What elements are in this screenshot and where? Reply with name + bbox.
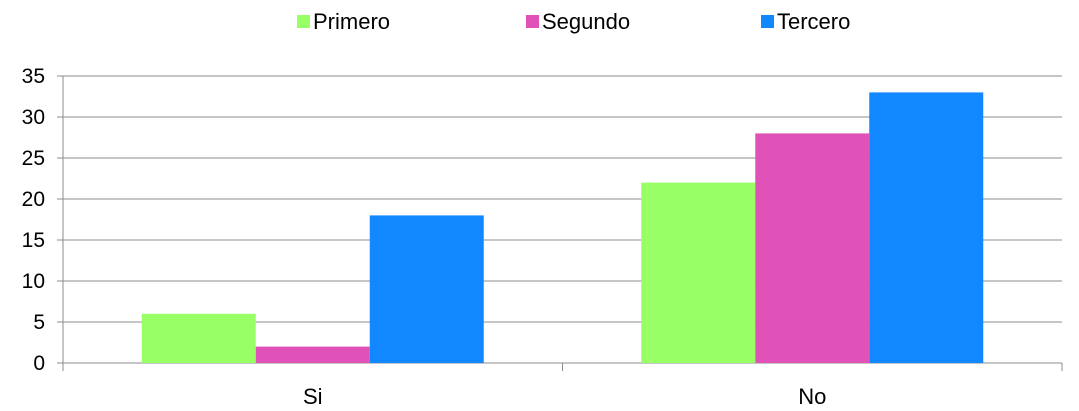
bar [641, 182, 756, 363]
legend-label: Tercero [777, 9, 850, 34]
y-axis: 0 5 10 15 20 25 30 35 [22, 65, 64, 375]
bar [255, 346, 370, 363]
y-tick-label: 0 [33, 352, 45, 375]
y-tick-label: 10 [22, 270, 45, 293]
x-tick-label: Si [303, 384, 323, 409]
gridlines [63, 75, 1062, 323]
y-tick-label: 25 [22, 147, 45, 170]
legend-swatch [526, 15, 539, 28]
bar [755, 133, 870, 363]
bars [141, 92, 984, 364]
legend-swatch [761, 15, 774, 28]
y-tick-label: 20 [22, 188, 45, 211]
y-tick-label: 30 [22, 106, 45, 129]
x-tick-label: No [798, 384, 826, 409]
y-tick-label: 15 [22, 229, 45, 252]
y-tick-label: 35 [22, 65, 45, 88]
legend-label: Primero [313, 9, 390, 34]
y-tick-label: 5 [33, 311, 45, 334]
bar [141, 313, 256, 363]
x-axis: Si No [62, 362, 1063, 409]
bar [869, 92, 984, 364]
legend-swatch [297, 15, 310, 28]
legend-label: Segundo [542, 9, 630, 34]
legend: Primero Segundo Tercero [297, 9, 850, 34]
bar [369, 215, 484, 363]
